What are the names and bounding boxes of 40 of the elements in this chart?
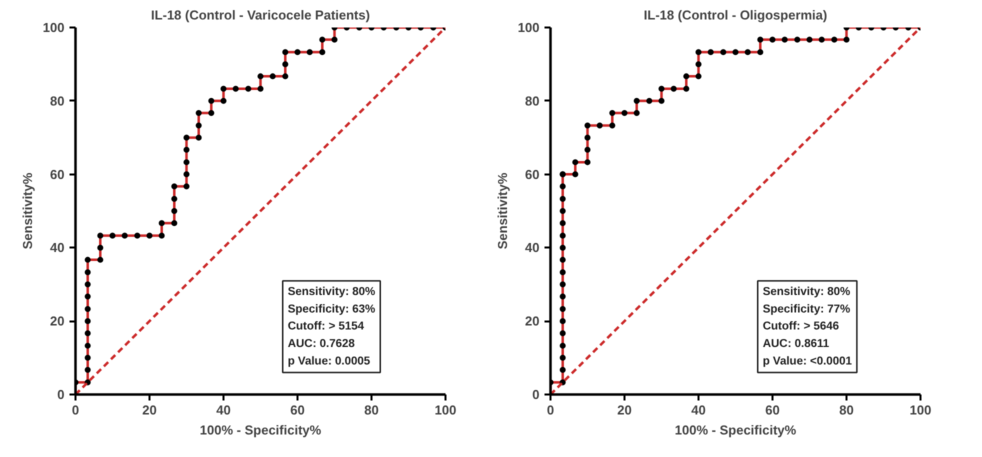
x-tick-label: 20 — [617, 402, 632, 418]
y-tick-label: 100 — [518, 20, 540, 35]
x-tick-label: 100 — [434, 402, 456, 418]
y-axis-title: Sensitivity% — [494, 172, 510, 250]
annotation: AUC: 0.7628 — [288, 338, 356, 350]
annotation: Cutoff: > 5154 — [288, 320, 365, 333]
x-tick-label: 40 — [691, 402, 706, 418]
x-axis-title: 100% - Specificity% — [200, 422, 322, 438]
annotation: Specificity: 63% — [288, 303, 376, 316]
y-tick-label: 0 — [57, 387, 65, 402]
y-tick-label: 40 — [50, 240, 65, 256]
x-tick-label: 20 — [142, 402, 157, 418]
x-tick-label: 60 — [765, 402, 780, 418]
chart-title: IL-18 (Control - Oligospermia) — [644, 8, 828, 22]
x-tick-label: 80 — [839, 402, 854, 418]
y-tick-label: 20 — [525, 314, 540, 329]
y-axis-title: Sensitivity% — [20, 172, 35, 250]
annotation: AUC: 0.8611 — [762, 338, 830, 350]
y-tick-label: 80 — [50, 93, 65, 108]
y-tick-label: 60 — [50, 166, 65, 182]
annotation: Sensitivity: 80% — [288, 286, 376, 298]
y-tick-label: 40 — [525, 240, 540, 256]
y-tick-label: 0 — [532, 387, 540, 402]
chart-title: IL-18 (Control - Varicocele Patients) — [151, 8, 370, 22]
x-tick-label: 0 — [72, 402, 80, 418]
annotation: Specificity: 77% — [762, 303, 850, 316]
y-tick-label: 20 — [50, 314, 65, 329]
x-tick-label: 100 — [910, 402, 932, 418]
annotation: Sensitivity: 80% — [762, 286, 850, 298]
annotation: p Value: <0.0001 — [762, 355, 852, 368]
x-tick-label: 80 — [364, 402, 379, 418]
y-tick-label: 100 — [42, 20, 65, 35]
annotation: p Value: 0.0005 — [288, 355, 371, 368]
y-tick-label: 80 — [525, 93, 540, 108]
x-tick-label: 40 — [216, 402, 231, 418]
y-tick-label: 60 — [525, 166, 540, 182]
x-axis-title: 100% - Specificity% — [674, 422, 797, 438]
x-tick-label: 60 — [290, 402, 305, 418]
annotation: Cutoff: > 5646 — [762, 320, 840, 333]
x-tick-label: 0 — [546, 402, 554, 418]
